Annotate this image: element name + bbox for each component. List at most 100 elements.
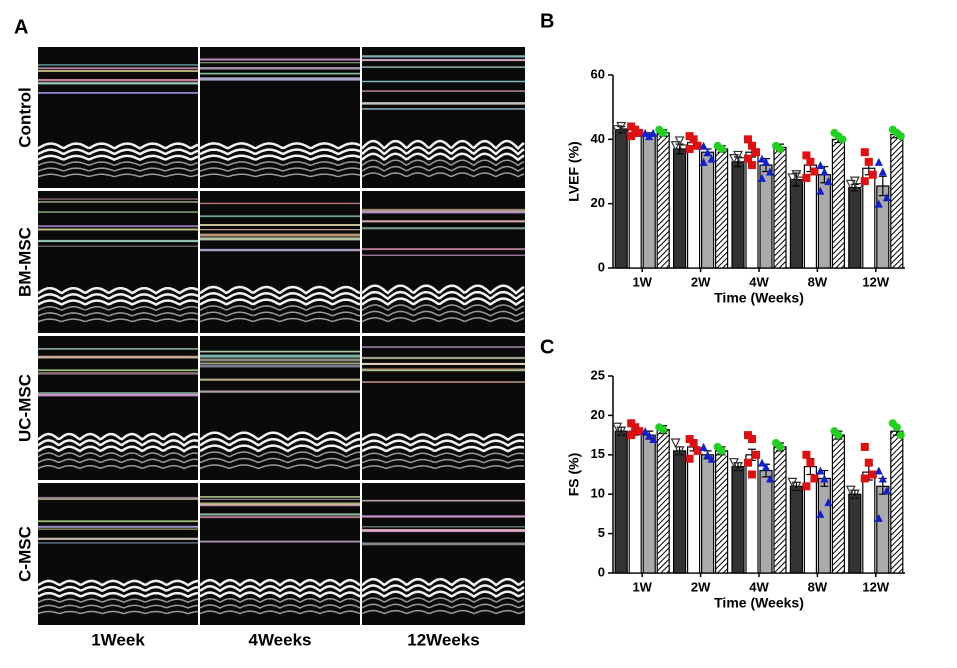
data-point: [860, 177, 869, 186]
row-label: UC-MSC: [15, 374, 34, 442]
echo-wave: [199, 292, 361, 301]
data-point: [860, 474, 869, 483]
data-point: [616, 426, 627, 437]
bar: [628, 430, 642, 574]
echo-wave: [37, 585, 199, 593]
echo-wave: [199, 591, 361, 599]
data-point: [707, 154, 716, 163]
echo-wave: [361, 433, 525, 442]
data-point: [733, 462, 743, 472]
data-point: [849, 489, 860, 500]
echo-wave: [199, 610, 361, 615]
data-point: [627, 132, 636, 141]
echo-wave: [37, 154, 199, 162]
data-point: [820, 474, 829, 483]
data-point: [649, 128, 658, 137]
data-point: [896, 431, 905, 440]
bar: [817, 477, 832, 574]
data-point: [791, 481, 802, 492]
echo-wave: [199, 298, 361, 306]
echo-wave: [361, 152, 525, 162]
data-point: [641, 427, 650, 436]
data-point: [717, 144, 726, 153]
data-point: [645, 132, 654, 141]
data-point: [816, 466, 825, 475]
data-point: [849, 176, 860, 187]
echo-wave: [199, 437, 361, 447]
data-point: [707, 454, 716, 463]
data-point: [758, 154, 766, 163]
data-point: [744, 135, 752, 144]
bar: [614, 430, 628, 574]
echo-image: [361, 47, 525, 188]
bar: [848, 493, 862, 574]
echo-wave: [199, 464, 361, 470]
data-point: [816, 186, 825, 195]
echo-wave: [361, 310, 525, 317]
echo-background: [38, 483, 198, 625]
y-tick-label: 0: [598, 259, 605, 274]
data-point: [845, 179, 856, 190]
data-point: [674, 446, 685, 457]
data-point: [838, 135, 847, 144]
y-tick-label: 25: [591, 367, 605, 382]
data-point: [674, 136, 685, 147]
data-point: [824, 177, 833, 186]
x-tick-label: 8W: [808, 579, 828, 594]
echo-wave: [361, 597, 525, 604]
echo-wave: [199, 451, 361, 458]
data-point: [752, 148, 760, 157]
echo-wave: [199, 305, 361, 312]
data-point: [802, 450, 811, 459]
data-point: [699, 157, 708, 166]
echo-wave: [37, 452, 199, 458]
bar: [789, 485, 804, 574]
echo-wave: [199, 585, 361, 593]
bar-chart: 0 5 10 15 20 25 FS (%) Time (Weeks) 1W 2W 4W 8W 12W: [566, 367, 905, 611]
echo-image: [37, 483, 199, 625]
bar: [759, 469, 773, 574]
data-point: [733, 150, 743, 161]
echo-wave: [199, 154, 361, 161]
data-point: [659, 128, 668, 137]
data-point: [612, 125, 623, 136]
bar: [642, 133, 656, 269]
y-tick-label: 20: [591, 195, 605, 210]
echo-grid: Control BM-MSC UC-MSC C-MSC 1Week 4Weeks 12Wee…: [15, 47, 525, 649]
x-tick-label: 12W: [862, 274, 889, 289]
echo-wave: [37, 286, 199, 295]
x-tick-label: 2W: [691, 579, 711, 594]
data-point: [791, 170, 802, 181]
panel-label: B: [540, 10, 554, 32]
bar: [848, 186, 862, 269]
echo-image: [199, 191, 361, 333]
echo-wave: [361, 165, 525, 172]
echo-wave: [361, 139, 525, 151]
echo-wave: [37, 312, 199, 317]
data-point: [860, 148, 869, 157]
echo-wave: [37, 167, 199, 172]
echo-wave: [37, 161, 199, 167]
bar-chart: 0 20 40 60 LVEF (%) Time (Weeks) 1W 2W 4W 8W 12W: [566, 66, 905, 306]
echo-wave: [199, 173, 361, 178]
row-label: C-MSC: [15, 526, 34, 582]
echo-wave: [361, 609, 525, 615]
bar: [773, 146, 787, 269]
echo-image: [199, 47, 361, 188]
echo-wave: [37, 299, 199, 307]
echo-wave: [199, 317, 361, 323]
echo-image: [199, 483, 361, 625]
echo-wave: [37, 598, 199, 604]
charts: 0 20 40 60 LVEF (%) Time (Weeks) 1W 2W 4W 8W 12W 0 5…: [566, 66, 905, 611]
echo-wave: [361, 452, 525, 458]
y-tick-label: 5: [598, 525, 605, 540]
data-point: [703, 450, 712, 459]
echo-wave: [361, 317, 525, 323]
echo-wave: [37, 148, 199, 156]
echo-wave: [199, 311, 361, 317]
data-point: [802, 173, 811, 182]
echo-image: [37, 47, 199, 188]
data-point: [860, 442, 869, 451]
data-point: [892, 423, 901, 432]
